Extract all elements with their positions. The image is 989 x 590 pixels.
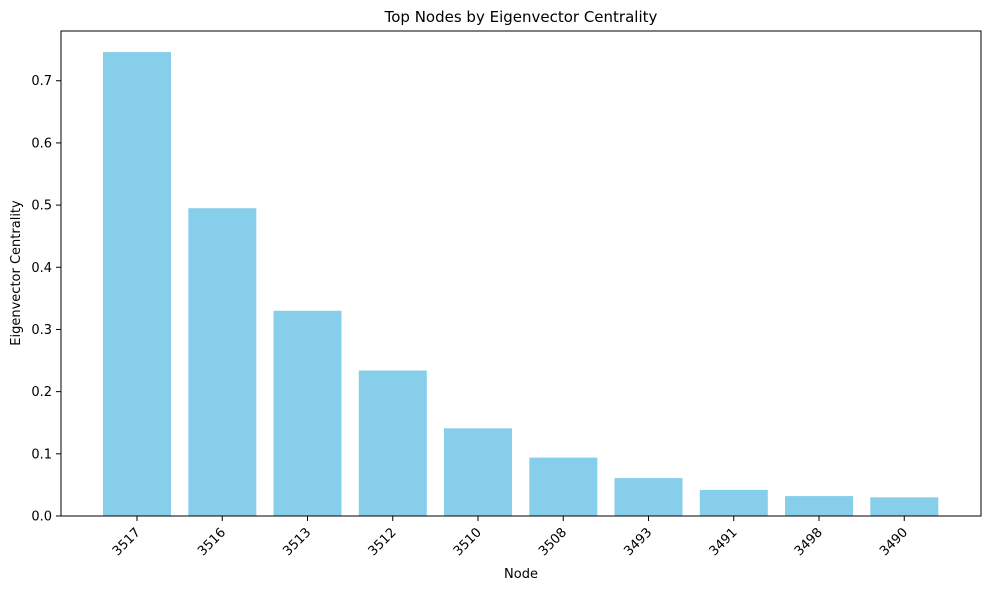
y-axis-label: Eigenvector Centrality [9, 200, 24, 346]
bar-3498 [785, 496, 853, 516]
y-tick-label: 0.5 [31, 199, 52, 214]
bar-3517 [103, 52, 171, 516]
x-tick-label: 3508 [536, 525, 570, 559]
bar-3512 [358, 370, 427, 516]
bar-3508 [529, 457, 598, 516]
x-axis-label: Node [504, 567, 538, 582]
y-tick-label: 0.6 [31, 136, 52, 151]
y-tick-label: 0.3 [31, 323, 52, 338]
bar-3490 [870, 497, 939, 516]
x-axis-ticks: 3517 3516 3513 3512 3510 3508 3493 3491 3498 3490 [110, 516, 911, 559]
y-tick-label: 0.7 [31, 74, 52, 89]
x-tick-label: 3491 [707, 525, 741, 559]
x-tick-label: 3517 [110, 525, 144, 559]
x-tick-label: 3493 [621, 525, 655, 559]
bar-3513 [273, 310, 342, 516]
x-tick-label: 3516 [195, 525, 229, 559]
bar-3493 [614, 478, 683, 516]
chart-title: Top Nodes by Eigenvector Centrality [384, 8, 658, 26]
x-tick-label: 3510 [451, 525, 485, 559]
x-tick-label: 3498 [792, 525, 826, 559]
bars-group [103, 52, 939, 516]
y-tick-label: 0.1 [31, 447, 52, 462]
x-tick-label: 3490 [877, 525, 911, 559]
bar-3510 [444, 428, 512, 516]
x-tick-label: 3513 [280, 525, 314, 559]
y-tick-label: 0.4 [31, 261, 52, 276]
plot-frame [60, 30, 982, 517]
bar-3491 [699, 489, 768, 516]
bar-3516 [188, 208, 257, 516]
y-tick-label: 0.0 [31, 510, 52, 525]
x-tick-label: 3512 [366, 525, 400, 559]
y-axis-ticks: 0.0 0.1 0.2 0.3 0.4 0.5 0.6 0.7 [31, 74, 61, 525]
y-tick-label: 0.2 [31, 385, 52, 400]
